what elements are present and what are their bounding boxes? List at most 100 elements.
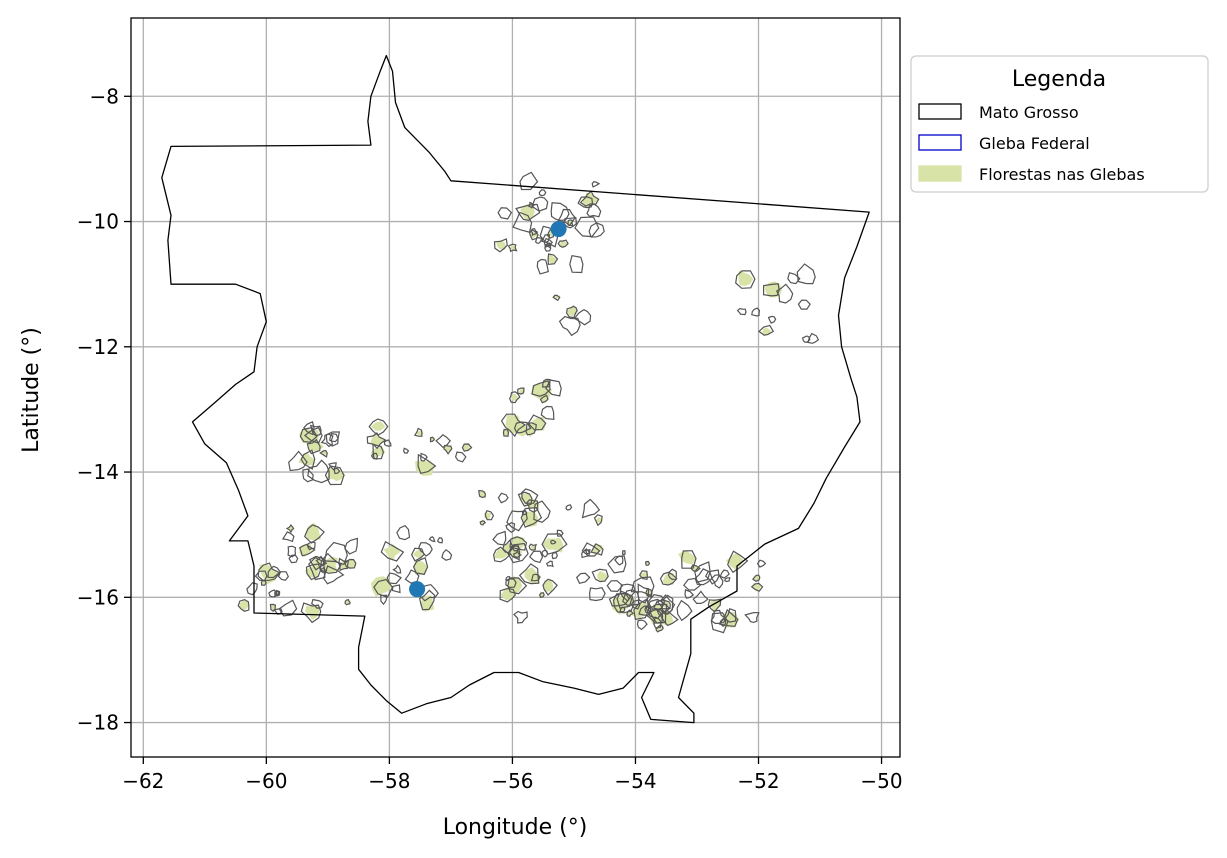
gleba-outline: [505, 578, 517, 589]
gleba-outline: [278, 599, 298, 617]
gleba-outline: [556, 529, 564, 537]
forest-patch: [525, 423, 537, 438]
gleba-outline: [344, 558, 357, 569]
legend-frame: [910, 55, 1209, 193]
gleba-outline: [492, 530, 507, 546]
gleba-outline: [531, 196, 549, 212]
forest-patch: [510, 244, 516, 251]
gleba-outline: [373, 578, 394, 598]
gleba-outline: [744, 611, 760, 624]
gleba-outline: [285, 524, 295, 534]
gleba-outline: [300, 449, 316, 470]
legend-swatch: [918, 134, 962, 151]
gleba-outline: [536, 258, 549, 275]
gleba-outline: [638, 605, 652, 616]
gleba-outline: [441, 548, 453, 561]
gleba-outline: [519, 171, 539, 191]
gleba-outline: [619, 583, 636, 602]
gleba-outline: [612, 593, 635, 614]
gleba-outline: [507, 243, 518, 253]
gleba-outline: [608, 592, 630, 607]
gleba-outline: [616, 590, 633, 609]
gleba-outline: [492, 546, 511, 563]
gleba-outline: [420, 452, 428, 462]
y-tick-label: −8: [90, 84, 119, 108]
point-marker: [409, 581, 426, 598]
gleba-outline: [763, 283, 780, 297]
gleba-outline: [735, 270, 756, 289]
gleba-outline: [512, 549, 523, 559]
forest-patch: [371, 421, 386, 431]
plot-frame: [130, 17, 901, 758]
forest-patch: [414, 559, 429, 575]
gleba-outline: [288, 450, 308, 472]
gleba-outline: [621, 550, 626, 556]
gleba-outline: [565, 305, 578, 319]
gleba-outline: [751, 307, 761, 317]
gleba-outline: [530, 228, 539, 236]
gleba-outline: [506, 510, 528, 532]
point-marker: [550, 221, 567, 238]
gleba-outline: [528, 543, 537, 551]
gleba-outline: [541, 549, 549, 558]
gleba-outline: [539, 394, 549, 404]
gleba-outline: [380, 540, 405, 562]
gleba-outline: [750, 582, 764, 592]
gleba-outline: [656, 594, 674, 615]
gleba-outline: [659, 571, 678, 586]
gleba-outline: [368, 418, 389, 436]
forest-patch: [494, 548, 509, 559]
gleba-outline: [396, 524, 411, 541]
gleba-outline: [718, 608, 739, 628]
gleba-outline: [418, 542, 433, 557]
gleba-outline: [619, 606, 626, 613]
gleba-outline: [383, 439, 392, 447]
gleba-outline: [591, 568, 609, 583]
legend-label: Gleba Federal: [979, 134, 1090, 153]
gleba-outline: [574, 216, 600, 238]
x-tick-label: −60: [245, 769, 287, 793]
gleba-outline: [736, 307, 747, 316]
gleba-outline: [417, 453, 437, 475]
gleba-outline: [323, 541, 348, 566]
gleba-outline: [515, 203, 541, 221]
gleba-outline: [507, 542, 529, 564]
y-tick-label: −16: [77, 585, 119, 609]
gleba-outline: [419, 589, 436, 611]
forest-patch: [662, 572, 674, 585]
gleba-outline: [315, 555, 326, 566]
forest-patch: [721, 612, 740, 628]
gleba-outline: [692, 590, 709, 604]
gleba-outline: [538, 592, 545, 599]
y-axis-ticks: −8 −10 −12 −14 −16 −18: [77, 84, 131, 735]
gleba-outline: [509, 391, 521, 404]
gleba-outline: [542, 578, 558, 596]
gleba-outline: [581, 498, 601, 519]
y-axis-label: Latitude (°): [19, 327, 44, 453]
gleba-outline: [682, 577, 702, 591]
gleba-outline: [338, 557, 350, 572]
legend-swatch: [918, 165, 962, 182]
gleba-outline: [575, 572, 591, 585]
gleba-outline: [277, 571, 290, 581]
gleba-outline: [299, 426, 318, 443]
forest-patch: [483, 511, 492, 520]
gleba-outline: [656, 608, 664, 616]
gleba-outline: [436, 537, 444, 544]
gleba-outline: [557, 208, 576, 227]
forest-patch: [542, 537, 564, 553]
gleba-outline: [412, 556, 429, 576]
forest-patch: [239, 600, 250, 612]
forest-patch: [547, 253, 557, 265]
gleba-outline: [402, 447, 410, 454]
gleba-outline: [636, 619, 648, 631]
gleba-outline: [565, 504, 573, 511]
gleba-outline: [579, 190, 600, 207]
gleba-outline: [518, 563, 540, 585]
gleba-outline: [513, 610, 528, 624]
gleba-outline: [676, 599, 693, 622]
forest-patch: [530, 544, 536, 550]
gleba-outline: [802, 335, 811, 343]
gleba-outline: [517, 387, 525, 395]
gleba-outline: [775, 283, 794, 304]
